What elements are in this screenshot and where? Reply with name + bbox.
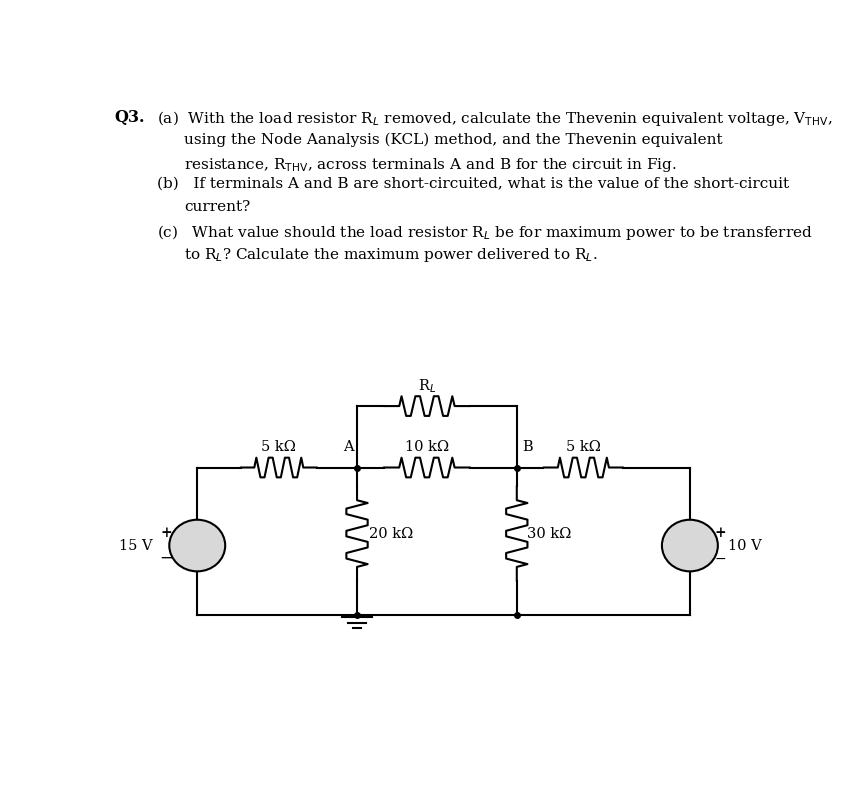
Text: 5 kΩ: 5 kΩ bbox=[261, 440, 296, 454]
Text: current?: current? bbox=[184, 200, 250, 214]
Text: A: A bbox=[343, 440, 354, 454]
Text: (c)   What value should the load resistor R$_L$ be for maximum power to be trans: (c) What value should the load resistor … bbox=[157, 223, 813, 242]
Text: using the Node Aanalysis (KCL) method, and the Thevenin equivalent: using the Node Aanalysis (KCL) method, a… bbox=[184, 132, 722, 147]
Circle shape bbox=[169, 519, 225, 571]
Text: +: + bbox=[161, 526, 173, 539]
Text: Q3.: Q3. bbox=[114, 109, 144, 126]
Circle shape bbox=[662, 519, 718, 571]
Text: 10 V: 10 V bbox=[728, 539, 762, 552]
Text: −: − bbox=[160, 550, 174, 567]
Text: 30 kΩ: 30 kΩ bbox=[527, 527, 571, 540]
Text: 10 kΩ: 10 kΩ bbox=[405, 440, 449, 454]
Text: −: − bbox=[715, 551, 727, 566]
Text: to R$_L$? Calculate the maximum power delivered to R$_L$.: to R$_L$? Calculate the maximum power de… bbox=[184, 247, 597, 264]
Text: +: + bbox=[715, 526, 727, 539]
Text: 5 kΩ: 5 kΩ bbox=[566, 440, 600, 454]
Text: (b)   If terminals A and B are short-circuited, what is the value of the short-c: (b) If terminals A and B are short-circu… bbox=[157, 177, 789, 191]
Text: 20 kΩ: 20 kΩ bbox=[369, 527, 413, 540]
Text: 15 V: 15 V bbox=[119, 539, 153, 552]
Text: resistance, R$_{\mathrm{THV}}$, across terminals A and B for the circuit in Fig.: resistance, R$_{\mathrm{THV}}$, across t… bbox=[184, 156, 677, 174]
Text: R$_L$: R$_L$ bbox=[417, 377, 436, 395]
Text: B: B bbox=[522, 440, 533, 454]
Text: (a)  With the load resistor R$_L$ removed, calculate the Thevenin equivalent vol: (a) With the load resistor R$_L$ removed… bbox=[157, 109, 833, 128]
